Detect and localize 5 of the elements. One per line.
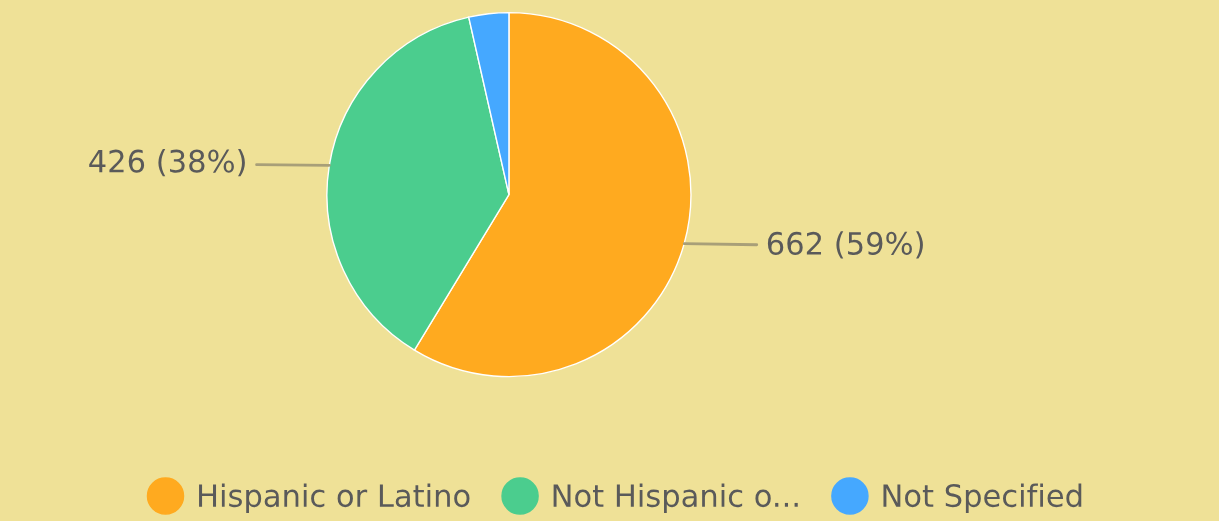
- legend-label: Not Hispanic o...: [553, 483, 798, 514]
- data-label: 426 (38%): [89, 149, 245, 177]
- legend-label: Not Specified: [883, 483, 1082, 514]
- data-label: 662 (59%): [767, 231, 923, 259]
- legend-label: Hispanic or Latino: [199, 483, 470, 514]
